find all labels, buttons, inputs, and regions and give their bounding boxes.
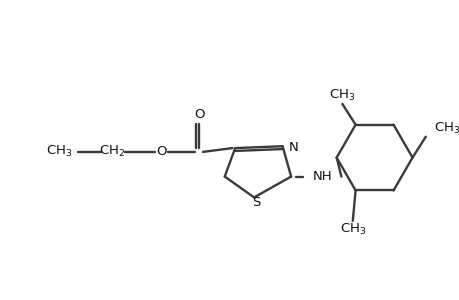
Text: CH$_3$: CH$_3$ (339, 222, 365, 237)
Text: N: N (289, 141, 298, 154)
Text: CH$_2$: CH$_2$ (99, 144, 125, 159)
Text: NH: NH (312, 170, 331, 183)
Text: CH$_3$: CH$_3$ (433, 121, 459, 136)
Text: O: O (194, 108, 204, 122)
Text: CH$_3$: CH$_3$ (328, 88, 355, 103)
Text: S: S (252, 196, 260, 209)
Text: O: O (156, 146, 166, 158)
Text: CH$_3$: CH$_3$ (45, 144, 72, 159)
